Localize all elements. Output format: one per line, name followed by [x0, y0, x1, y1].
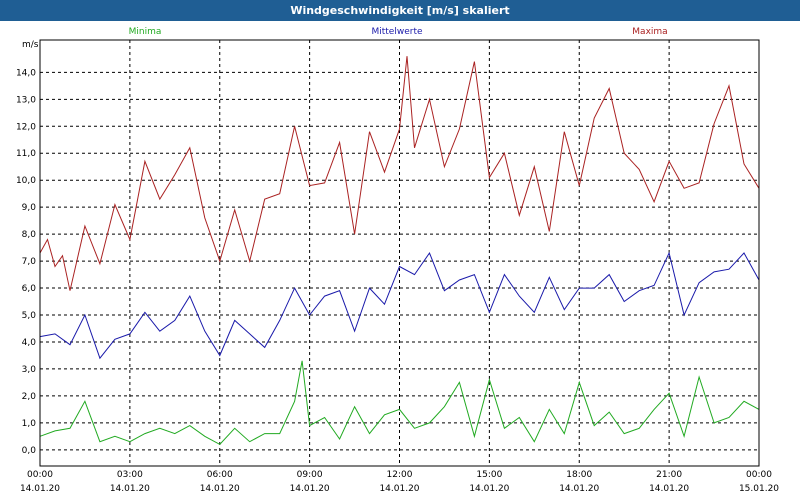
y-tick-label: 10,0: [16, 176, 36, 186]
mittelwerte-line: [39, 251, 760, 360]
y-tick-label: 12,0: [16, 122, 36, 132]
y-tick-label: 2,0: [22, 392, 37, 402]
y-axis-tick-labels: 0,0 1,0 2,0 3,0 4,0 5,0 6,0 7,0 8,0 9,0 10,0 11,0 12…: [16, 68, 36, 455]
x-tick-date: 14.01.20: [110, 484, 150, 494]
x-tick-time: 12:00: [387, 470, 413, 480]
y-tick-label: 8,0: [22, 230, 37, 240]
y-tick-label: 1,0: [22, 419, 37, 429]
x-tick-time: 09:00: [297, 470, 323, 480]
y-tick-label: 0,0: [22, 446, 37, 456]
x-tick-date: 14.01.20: [200, 484, 240, 494]
x-tick-date: 15.01.20: [739, 484, 779, 494]
legend-maxima: Maxima: [632, 27, 667, 37]
y-tick-label: 13,0: [16, 95, 36, 105]
maxima-line: [39, 56, 760, 291]
x-tick-date: 14.01.20: [559, 484, 599, 494]
x-tick-time: 15:00: [476, 470, 502, 480]
x-tick-time: 18:00: [566, 470, 592, 480]
y-axis-unit-label: m/s: [22, 40, 39, 50]
data-series: [39, 56, 760, 446]
y-tick-label: 3,0: [22, 365, 37, 375]
y-tick-label: 4,0: [22, 338, 37, 348]
y-tick-label: 9,0: [22, 203, 37, 213]
x-tick-time: 03:00: [117, 470, 143, 480]
plot-frame: [39, 39, 760, 467]
x-tick-time: 06:00: [207, 470, 233, 480]
x-tick-date: 14.01.20: [469, 484, 509, 494]
x-tick-date: 14.01.20: [649, 484, 689, 494]
x-tick-time: 00:00: [746, 470, 772, 480]
y-tick-label: 14,0: [16, 68, 36, 78]
minima-line: [39, 360, 760, 446]
wind-speed-chart: m/s Minima Mittelwerte Maxima 0,0 1,0 2,0 3…: [0, 21, 800, 500]
legend-mittelwerte: Mittelwerte: [371, 27, 422, 37]
chart-background: [0, 21, 800, 500]
chart-title: Windgeschwindigkeit [m/s] skaliert: [0, 0, 800, 21]
x-tick-date: 14.01.20: [379, 484, 419, 494]
legend-minima: Minima: [129, 27, 162, 37]
y-tick-label: 5,0: [22, 311, 37, 321]
x-tick-time: 00:00: [27, 470, 53, 480]
x-tick-time: 21:00: [656, 470, 682, 480]
y-tick-label: 6,0: [22, 284, 37, 294]
x-tick-date: 14.01.20: [20, 484, 60, 494]
x-axis-tick-labels: 00:00 14.01.20 03:00 14.01.20 06:00 14.01.20 0…: [20, 470, 779, 494]
y-tick-label: 11,0: [16, 149, 36, 159]
y-tick-label: 7,0: [22, 257, 37, 267]
x-tick-date: 14.01.20: [290, 484, 330, 494]
